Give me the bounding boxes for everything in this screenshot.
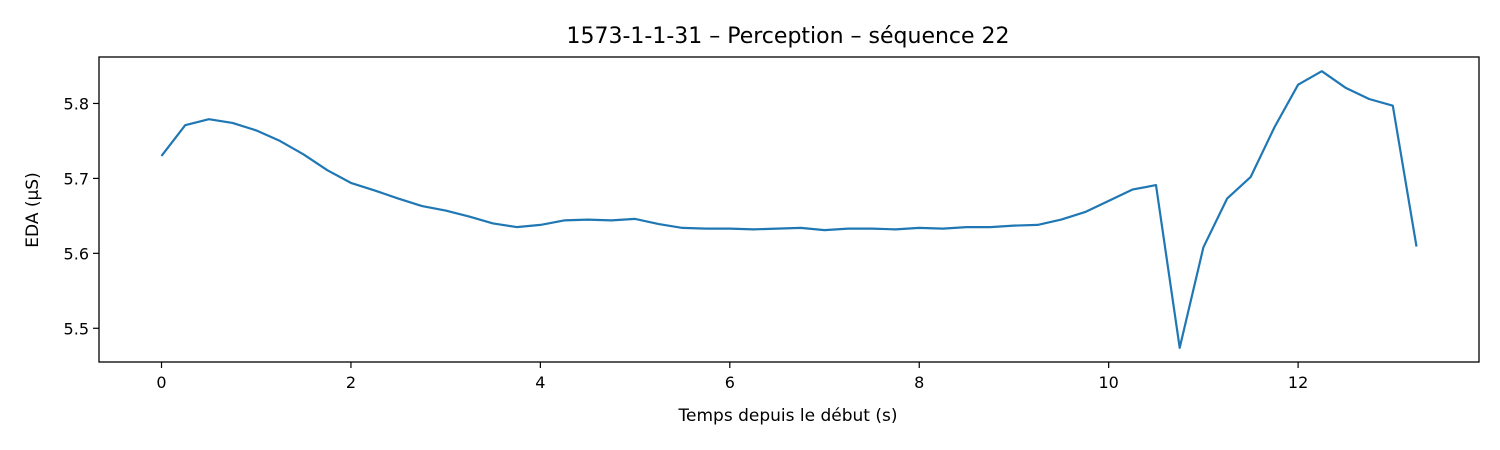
y-tick-label: 5.5 — [64, 319, 89, 338]
series-layer — [160, 70, 1418, 349]
x-tick-label: 8 — [914, 373, 924, 392]
eda-series-line — [160, 70, 1418, 349]
x-tick-label: 4 — [535, 373, 545, 392]
plot-frame — [98, 56, 1480, 363]
y-tick-label: 5.7 — [64, 169, 89, 188]
chart-title: 1573-1-1-31 – Perception – séquence 22 — [566, 24, 1009, 49]
y-tick-label: 5.8 — [64, 94, 89, 113]
x-axis-label: Temps depuis le début (s) — [678, 406, 898, 426]
y-axis-label: EDA (µS) — [23, 172, 43, 247]
x-axis: 0 2 4 6 8 10 12 — [156, 362, 1308, 392]
y-tick-label: 5.6 — [64, 244, 89, 263]
plot-area — [98, 56, 1480, 363]
x-tick-label: 2 — [346, 373, 356, 392]
x-tick-label: 10 — [1098, 373, 1118, 392]
x-tick-label: 6 — [725, 373, 735, 392]
y-axis: 5.5 5.6 5.7 5.8 — [64, 94, 99, 338]
x-tick-label: 0 — [156, 373, 166, 392]
x-tick-label: 12 — [1288, 373, 1308, 392]
